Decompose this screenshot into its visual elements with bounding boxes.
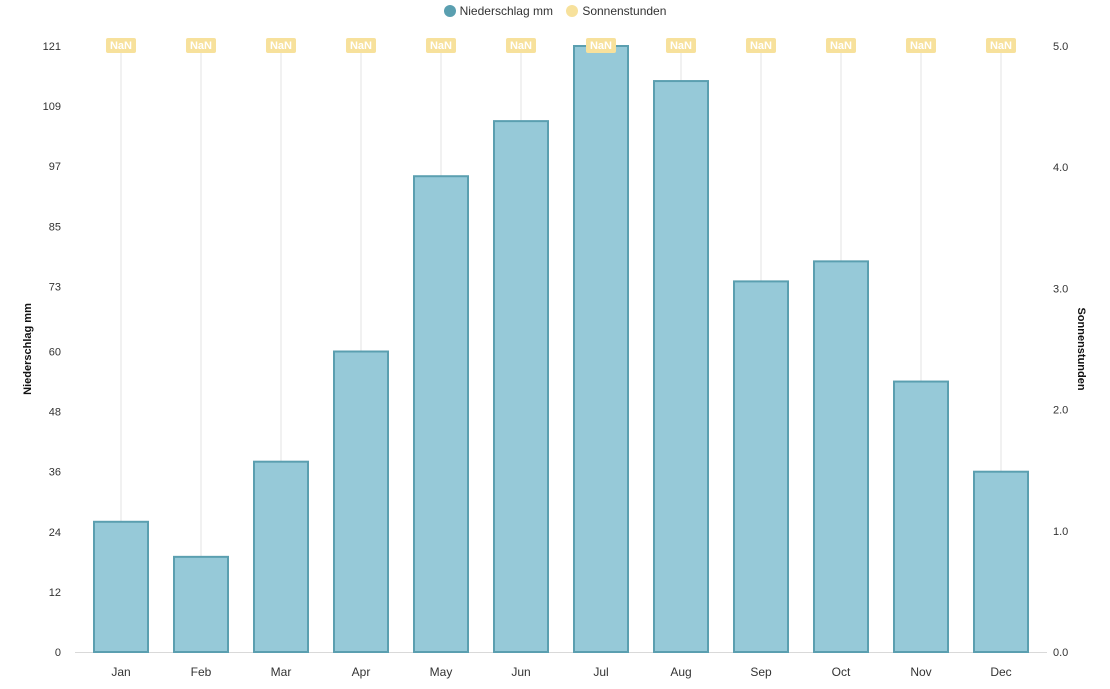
y-tick-label: 24 [49,527,61,539]
data-label-badge [906,38,936,53]
legend-label-sonnenstunden: Sonnenstunden [582,4,667,18]
data-label-badge [426,38,456,53]
data-label-badge [346,38,376,53]
y-tick-label: 85 [49,221,61,233]
data-label: NaN [990,40,1012,52]
data-label-badge [666,38,696,53]
bar-jun [493,120,549,654]
data-label-badge [106,38,136,53]
y2-tick-label: 0.0 [1053,647,1068,659]
y-tick-label: 12 [49,587,61,599]
y-tick-label: 0 [55,647,61,659]
data-label: NaN [590,40,612,52]
y-tick-label: 48 [49,407,61,419]
data-label: NaN [430,40,452,52]
bar-aug [653,80,709,653]
x-tick-label: Dec [990,665,1011,679]
data-label: NaN [750,40,772,52]
y-tick-label: 73 [49,281,61,293]
data-label-badge [586,38,616,53]
legend-label-niederschlag: Niederschlag mm [459,4,553,18]
bar-feb [173,555,229,653]
y-axis-title: Niederschlag mm [22,303,34,395]
y-tick-label: 36 [49,467,61,479]
y-tick-label: 109 [43,101,61,113]
x-tick-label: Sep [750,665,772,679]
data-label-badge [506,38,536,53]
bar-sep [733,280,789,653]
bar-dec [973,470,1029,653]
data-label-badge [826,38,856,53]
x-tick-label: Mar [271,665,292,679]
data-label: NaN [670,40,692,52]
x-tick-label: Feb [191,665,212,679]
x-tick-label: Nov [910,665,931,679]
data-label-badge [746,38,776,53]
x-tick-label: Aug [670,665,691,679]
legend-item-niederschlag[interactable]: Niederschlag mm [443,4,553,18]
data-label-badge [186,38,216,53]
y-tick-label: 60 [49,347,61,359]
data-label-badge [986,38,1016,53]
x-tick-label: May [430,665,453,679]
rain-legend-dot [443,5,456,17]
x-tick-label: Oct [832,665,851,679]
x-tick-label: Apr [352,665,371,679]
y2-tick-label: 5.0 [1053,41,1068,53]
bar-jan [93,520,149,653]
y-tick-label: 97 [49,161,61,173]
legend-item-sonnenstunden[interactable]: Sonnenstunden [566,4,666,18]
bar-nov [893,380,949,653]
sun-legend-dot [566,5,579,17]
data-label: NaN [270,40,292,52]
bar-may [413,175,469,653]
y2-tick-label: 2.0 [1053,405,1068,417]
data-label: NaN [190,40,212,52]
legend: Niederschlag mm Sonnenstunden [0,4,1110,20]
y2-axis-title: Sonnenstunden [1075,307,1087,390]
data-label: NaN [510,40,532,52]
data-label: NaN [350,40,372,52]
x-tick-label: Jul [593,665,608,679]
data-label-badge [266,38,296,53]
bar-jul [573,45,629,653]
y2-tick-label: 3.0 [1053,283,1068,295]
data-label: NaN [910,40,932,52]
data-label: NaN [830,40,852,52]
y2-tick-label: 1.0 [1053,526,1068,538]
bar-apr [333,350,389,653]
x-tick-label: Jan [111,665,130,679]
y-tick-label: 121 [43,41,61,53]
x-tick-label: Jun [511,665,530,679]
bar-oct [813,260,869,653]
y2-tick-label: 4.0 [1053,162,1068,174]
data-label: NaN [110,40,132,52]
bar-mar [253,460,309,653]
